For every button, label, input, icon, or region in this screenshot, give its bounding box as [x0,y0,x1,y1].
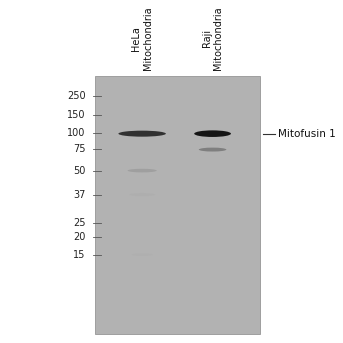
Bar [95,76,260,334]
Text: 250: 250 [67,91,85,100]
Text: 150: 150 [67,110,85,120]
Ellipse shape [128,169,157,173]
Text: 100: 100 [67,128,85,138]
Text: 37: 37 [73,190,85,200]
Text: 75: 75 [73,144,85,154]
Ellipse shape [131,253,153,256]
Text: HeLa
Mitochondria: HeLa Mitochondria [131,7,153,70]
Text: Mitofusin 1: Mitofusin 1 [279,129,336,139]
Text: 25: 25 [73,217,85,227]
Text: Raji
Mitochondria: Raji Mitochondria [202,7,223,70]
Text: 50: 50 [73,166,85,176]
Ellipse shape [199,147,226,152]
Text: 15: 15 [73,250,85,260]
Text: 20: 20 [73,232,85,241]
Ellipse shape [129,193,155,196]
Ellipse shape [194,130,231,137]
Ellipse shape [118,131,166,137]
